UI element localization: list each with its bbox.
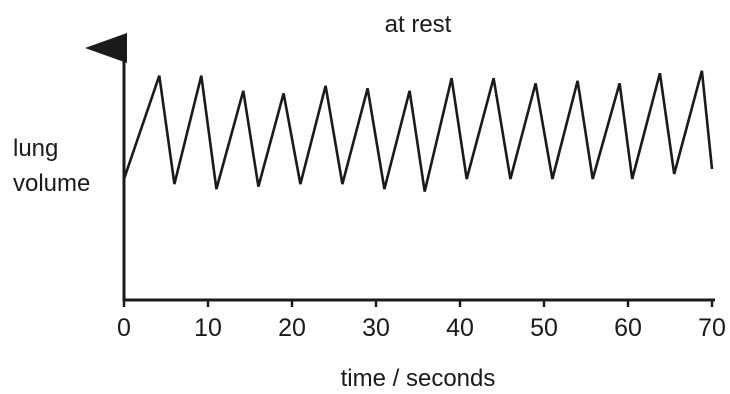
x-tick-label-60: 60 <box>614 314 642 342</box>
x-tick-label-10: 10 <box>194 314 222 342</box>
x-ticks: 0 10 20 30 40 50 60 70 <box>117 300 726 342</box>
x-tick-label-30: 30 <box>362 314 390 342</box>
series-group <box>122 70 714 192</box>
x-axis-label: time / seconds <box>341 365 496 392</box>
y-axis-label-line-1: lung <box>13 135 58 162</box>
x-tick-label-0: 0 <box>117 314 131 342</box>
x-tick-label-70: 70 <box>698 314 726 342</box>
y-axis-label-line-2: volume <box>13 170 90 197</box>
lung-volume-trace-0 <box>122 70 714 192</box>
x-tick-label-40: 40 <box>446 314 474 342</box>
x-tick-label-20: 20 <box>278 314 306 342</box>
x-tick-label-50: 50 <box>530 314 558 342</box>
chart-title: at rest <box>385 11 452 38</box>
